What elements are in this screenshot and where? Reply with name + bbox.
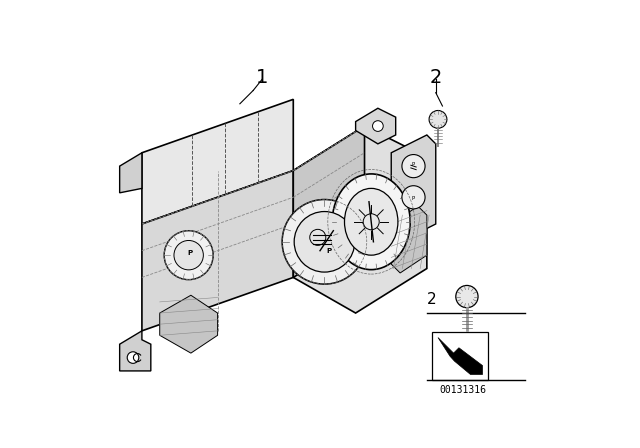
Polygon shape [142,99,293,224]
Text: P: P [412,162,415,167]
Polygon shape [160,295,218,353]
Polygon shape [391,135,436,242]
Polygon shape [293,126,365,277]
Text: 00131316: 00131316 [439,385,486,395]
Polygon shape [293,126,427,313]
Polygon shape [120,153,142,193]
Ellipse shape [344,188,398,255]
Circle shape [294,211,355,272]
Polygon shape [391,206,427,273]
Circle shape [174,241,204,270]
Circle shape [429,111,447,128]
Text: P: P [412,196,415,201]
Text: 1: 1 [256,68,268,86]
Circle shape [127,352,139,363]
Text: 2: 2 [429,68,442,86]
Circle shape [372,121,383,131]
Circle shape [164,231,213,280]
Text: 2: 2 [426,292,436,307]
Text: P: P [326,248,332,254]
Circle shape [456,285,478,308]
Text: P: P [187,250,192,256]
Ellipse shape [332,174,410,270]
Polygon shape [120,331,151,371]
Polygon shape [356,108,396,144]
Circle shape [282,199,367,284]
Polygon shape [142,171,293,331]
Circle shape [402,155,425,178]
Polygon shape [438,337,483,375]
Circle shape [402,186,425,209]
